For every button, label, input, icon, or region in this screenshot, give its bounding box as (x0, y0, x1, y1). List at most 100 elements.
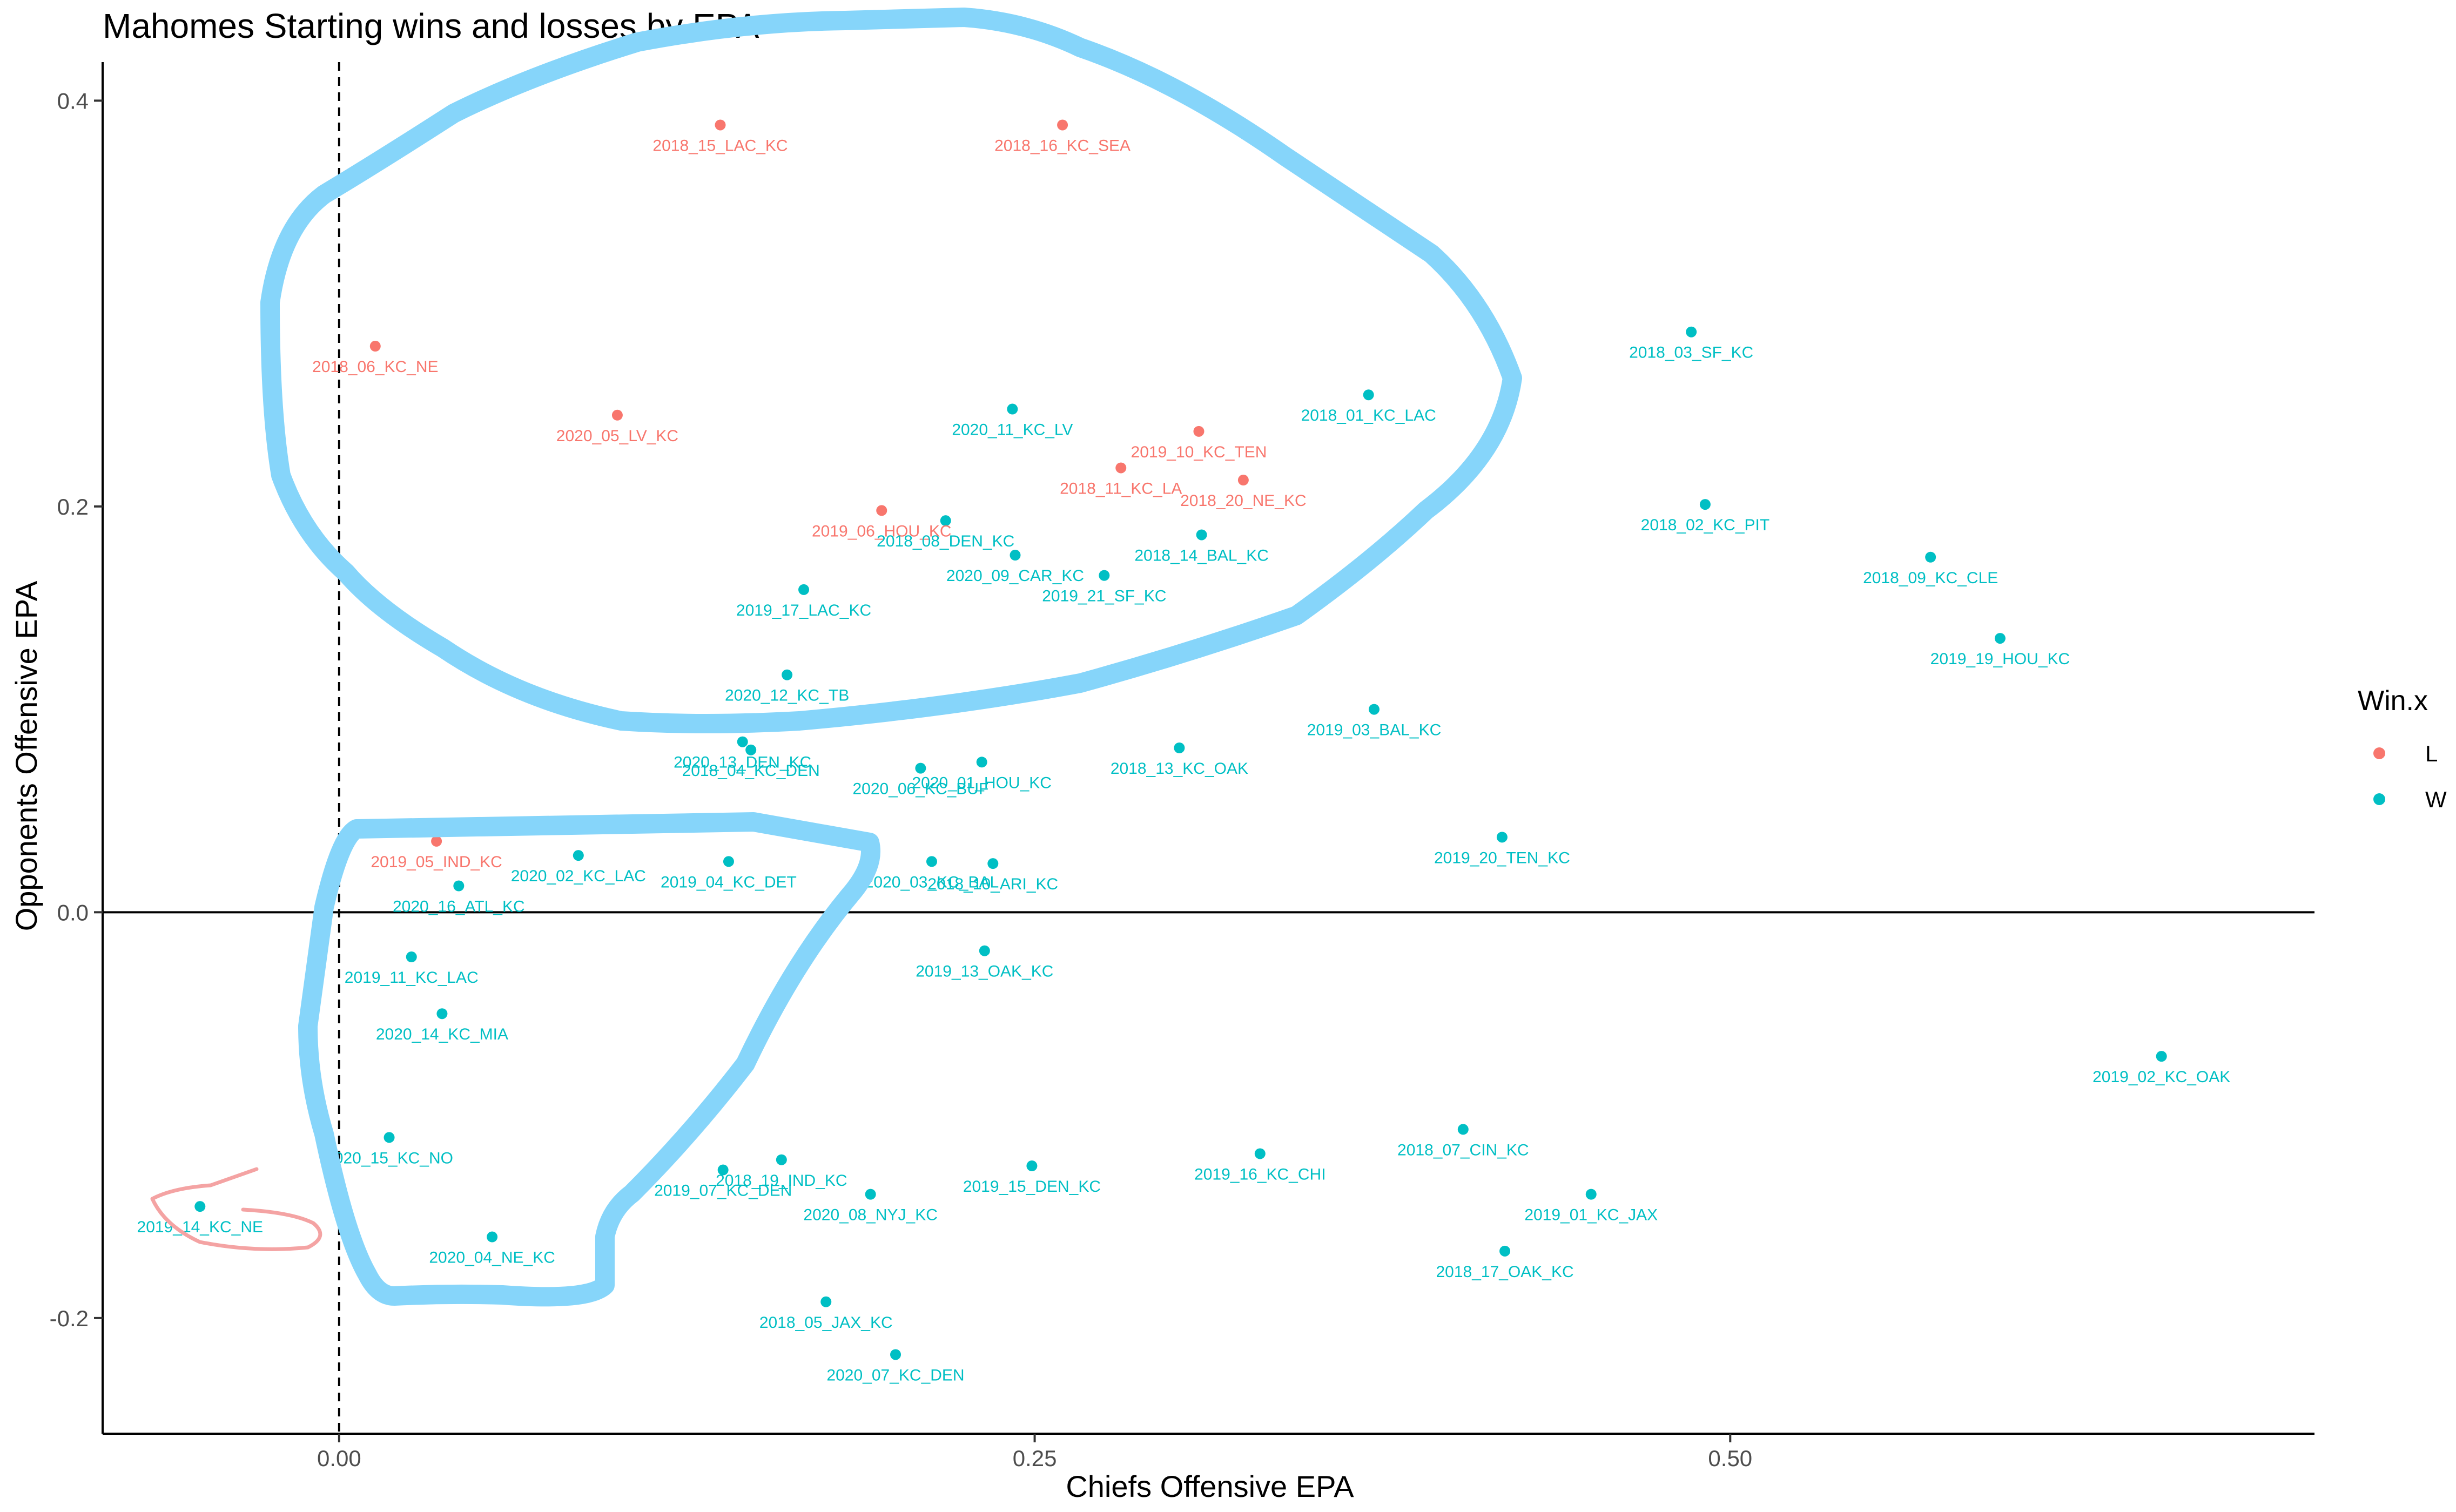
x-tick-label: 0.25 (1013, 1446, 1057, 1471)
data-point (737, 736, 748, 747)
data-point-label: 2020_04_NE_KC (429, 1249, 555, 1267)
axes: 0.00 0.25 0.50 -0.2 0.0 0.2 0.4 (50, 62, 2314, 1471)
data-point (1174, 742, 1185, 753)
data-point (406, 951, 417, 963)
data-point-label: 2019_04_KC_DET (661, 873, 797, 891)
data-point-label: 2018_02_KC_PIT (1641, 516, 1770, 534)
data-point (717, 1164, 729, 1176)
data-point (782, 669, 793, 680)
data-points (194, 119, 2167, 1360)
data-point (487, 1231, 498, 1243)
data-point-label: 2018_16_KC_SEA (994, 137, 1131, 154)
data-point-label: 2018_03_SF_KC (1629, 344, 1753, 362)
data-point-label: 2020_02_KC_LAC (511, 867, 646, 885)
data-point (1010, 550, 1021, 561)
data-point-label: 2018_13_KC_OAK (1111, 760, 1248, 778)
data-point-label: 2018_07_CIN_KC (1397, 1141, 1529, 1159)
data-point (715, 119, 726, 131)
data-point-label: 2018_05_JAX_KC (759, 1314, 893, 1332)
data-point (1368, 704, 1380, 715)
data-point (369, 341, 381, 352)
data-point-label: 2019_14_KC_NE (137, 1218, 264, 1236)
red-annotation (150, 1167, 322, 1251)
data-point-label: 2018_10_ARI_KC (927, 875, 1058, 893)
reference-lines (103, 62, 2314, 1434)
data-point-label: 2020_09_CAR_KC (946, 567, 1084, 585)
data-point-label: 2020_05_LV_KC (556, 427, 678, 445)
blue-upper-annotation (260, 8, 1522, 733)
data-point-label: 2020_03_KC_BAL (865, 873, 999, 891)
legend-title: Win.x (2358, 685, 2428, 717)
data-point (431, 835, 442, 847)
data-point (436, 1008, 448, 1020)
data-point (976, 757, 987, 768)
data-point-label: 2018_20_NE_KC (1180, 492, 1307, 510)
blue-lower-annotation (298, 812, 880, 1307)
data-point (2156, 1051, 2167, 1062)
data-point (1457, 1124, 1469, 1135)
y-tick-label: 0.4 (57, 88, 89, 113)
data-point (890, 1349, 901, 1360)
data-point (798, 584, 810, 595)
y-tick-label: 0.2 (57, 494, 89, 519)
data-point (979, 945, 990, 956)
data-point-label: 2019_13_OAK_KC (916, 963, 1053, 981)
data-point (453, 880, 465, 892)
data-point-label: 2019_07_KC_DEN (654, 1182, 792, 1200)
data-point-label: 2018_15_LAC_KC (652, 137, 788, 154)
data-point (573, 850, 584, 861)
data-point-labels: 2018_15_LAC_KC 2018_16_KC_SEA 2018_06_KC_N… (137, 137, 2231, 1384)
data-point-label: 2020_07_KC_DEN (826, 1366, 964, 1384)
data-point-label: 2020_12_KC_TB (725, 687, 849, 705)
data-point-label: 2019_21_SF_KC (1042, 588, 1166, 605)
data-point (1254, 1148, 1266, 1159)
data-point (1115, 462, 1127, 474)
data-point-label: 2018_06_KC_NE (312, 358, 439, 376)
data-point-label: 2020_06_KC_BUF (852, 780, 988, 798)
data-point-label: 2020_11_KC_LV (952, 421, 1073, 439)
data-point (1994, 633, 2006, 644)
data-point-label: 2018_08_DEN_KC (877, 532, 1014, 550)
data-point-label: 2018_04_KC_DEN (682, 762, 820, 780)
data-point-label: 2018_19_IND_KC (716, 1172, 847, 1190)
data-point-label: 2018_17_OAK_KC (1436, 1263, 1573, 1281)
data-point-label: 2020_14_KC_MIA (376, 1025, 508, 1043)
legend-label: L (2425, 741, 2438, 766)
legend-swatch (2373, 793, 2385, 805)
data-point (1585, 1189, 1597, 1200)
data-point (1196, 529, 1207, 541)
legend: Win.x LW (2358, 685, 2447, 812)
data-point-label: 2019_01_KC_JAX (1524, 1206, 1658, 1224)
data-point (745, 744, 757, 755)
data-point (1686, 326, 1697, 338)
data-point (1499, 1245, 1511, 1257)
data-point (1193, 426, 1205, 437)
data-point (1099, 570, 1110, 581)
data-point-label: 2018_01_KC_LAC (1301, 407, 1436, 424)
data-point (776, 1154, 787, 1165)
y-axis-title: Opponents Offensive EPA (9, 580, 43, 931)
data-point (383, 1132, 395, 1143)
data-point-label: 2019_05_IND_KC (371, 853, 502, 871)
data-point (876, 505, 887, 516)
data-point (926, 856, 937, 867)
data-point (1699, 499, 1711, 510)
data-point-label: 2020_01_HOU_KC (912, 774, 1052, 792)
data-point-label: 2018_14_BAL_KC (1134, 546, 1269, 564)
data-point-label: 2019_10_KC_TEN (1131, 443, 1267, 461)
x-tick-label: 0.50 (1708, 1446, 1752, 1471)
data-point-label: 2019_16_KC_CHI (1194, 1165, 1326, 1183)
data-point-label: 2019_15_DEN_KC (963, 1178, 1101, 1196)
data-point (1237, 475, 1249, 486)
data-point-label: 2019_19_HOU_KC (1930, 650, 2070, 668)
hand-drawn-annotations (150, 8, 1522, 1307)
data-point-label: 2019_02_KC_OAK (2092, 1068, 2230, 1086)
legend-swatch (2373, 747, 2385, 759)
data-point-label: 2019_11_KC_LAC (345, 969, 479, 987)
y-tick-label: -0.2 (50, 1306, 89, 1331)
data-point-label: 2018_11_KC_LA (1060, 480, 1182, 497)
data-point (1057, 119, 1068, 131)
x-axis-title: Chiefs Offensive EPA (1066, 1469, 1354, 1503)
